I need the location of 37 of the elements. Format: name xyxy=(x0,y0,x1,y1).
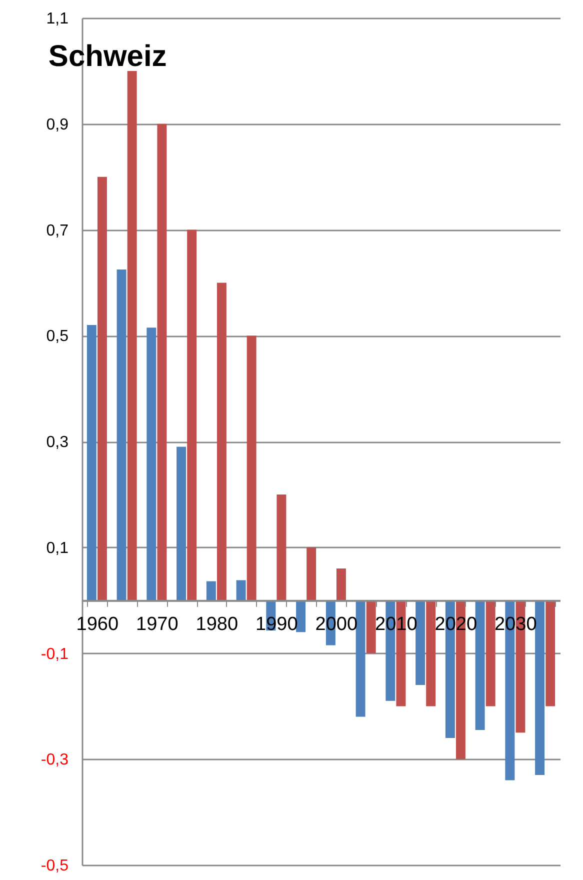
y-tick-label: -0,3 xyxy=(40,752,69,769)
y-tick-label: 0,5 xyxy=(46,328,69,346)
bar xyxy=(127,70,137,600)
bar xyxy=(546,600,556,706)
bar xyxy=(116,269,126,600)
y-tick-label: 0,1 xyxy=(46,540,69,557)
bar xyxy=(296,600,306,632)
y-tick-label: 0,9 xyxy=(46,116,69,134)
bar xyxy=(216,282,226,600)
bar xyxy=(306,547,316,600)
bar xyxy=(416,600,426,686)
bar xyxy=(236,580,246,600)
bar xyxy=(426,600,436,706)
bar xyxy=(246,336,256,600)
x-tick-label: 1960 xyxy=(76,614,119,635)
bar xyxy=(86,325,96,600)
y-tick-label: -0,5 xyxy=(40,858,69,874)
bar xyxy=(475,600,485,730)
bar xyxy=(535,600,545,776)
bar xyxy=(176,446,186,600)
bar xyxy=(97,176,107,600)
bar xyxy=(157,124,167,600)
bar xyxy=(187,230,197,600)
bar xyxy=(366,600,376,654)
bar xyxy=(356,600,366,717)
bar xyxy=(276,494,286,600)
bar xyxy=(486,600,496,706)
x-tick-label: 1970 xyxy=(136,614,178,635)
bar xyxy=(336,568,346,600)
x-tick-label: 1980 xyxy=(196,614,238,635)
y-tick-label: 0,3 xyxy=(46,434,69,451)
y-tick-label: 1,1 xyxy=(46,10,69,28)
bar xyxy=(206,581,216,600)
text: Schweiz xyxy=(48,40,167,73)
bar xyxy=(146,328,156,600)
y-tick-label: -0,1 xyxy=(40,646,69,663)
y-tick-label: 0,7 xyxy=(46,222,69,240)
